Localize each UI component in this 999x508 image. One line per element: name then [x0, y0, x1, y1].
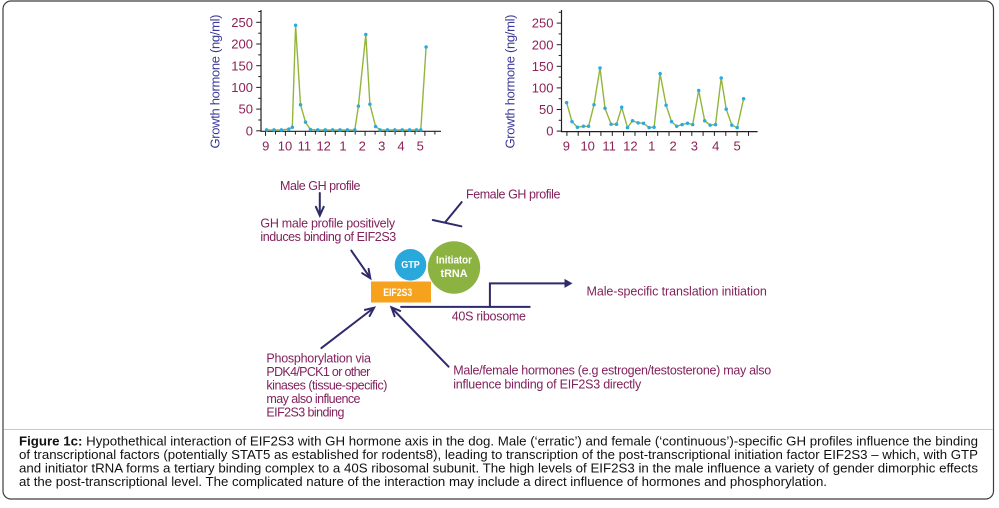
- svg-text:Initiator: Initiator: [436, 255, 473, 267]
- svg-text:1: 1: [648, 139, 655, 154]
- svg-text:0: 0: [246, 123, 253, 138]
- svg-text:10: 10: [580, 139, 594, 154]
- svg-text:100: 100: [532, 81, 554, 96]
- svg-text:influence binding of EIF2S3 di: influence binding of EIF2S3 directly: [453, 378, 642, 392]
- svg-text:Growth hormone (ng/ml): Growth hormone (ng/ml): [503, 15, 518, 149]
- svg-text:2: 2: [359, 139, 366, 154]
- svg-text:Male GH profile: Male GH profile: [280, 179, 361, 193]
- svg-text:12: 12: [316, 139, 330, 154]
- svg-text:and initiator tRNA forms a ter: and initiator tRNA forms a tertiary bind…: [19, 461, 979, 476]
- svg-text:Male-specific translation init: Male-specific translation initiation: [587, 285, 767, 299]
- svg-text:at the post-transcriptional le: at the post-transcriptional level. The c…: [19, 474, 827, 489]
- svg-text:250: 250: [231, 15, 253, 30]
- svg-text:kinases (tissue-specific): kinases (tissue-specific): [266, 378, 387, 392]
- svg-text:100: 100: [231, 80, 253, 95]
- svg-text:1: 1: [339, 139, 346, 154]
- svg-text:3: 3: [378, 139, 385, 154]
- svg-text:Growth hormone (ng/ml): Growth hormone (ng/ml): [208, 15, 223, 149]
- svg-text:PDK4/PCK1 or other: PDK4/PCK1 or other: [266, 365, 370, 379]
- svg-text:4: 4: [712, 139, 719, 154]
- svg-text:9: 9: [563, 139, 570, 154]
- svg-text:150: 150: [532, 59, 554, 74]
- svg-text:Female GH profile: Female GH profile: [466, 188, 560, 202]
- svg-text:may also influence: may also influence: [266, 392, 360, 406]
- svg-text:tRNA: tRNA: [441, 268, 468, 280]
- svg-text:induces binding of EIF2S3: induces binding of EIF2S3: [260, 230, 396, 244]
- svg-text:Male/female hormones (e.g estr: Male/female hormones (e.g estrogen/testo…: [453, 364, 771, 378]
- svg-text:EIF2S3: EIF2S3: [383, 287, 412, 299]
- svg-text:50: 50: [539, 102, 553, 117]
- svg-text:200: 200: [231, 37, 253, 52]
- svg-text:250: 250: [532, 16, 554, 31]
- svg-text:of transcriptional factors (po: of transcriptional factors (potentially …: [19, 447, 978, 462]
- svg-text:50: 50: [239, 102, 253, 117]
- svg-text:GH male profile positively: GH male profile positively: [260, 217, 395, 231]
- svg-text:150: 150: [231, 58, 253, 73]
- svg-text:5: 5: [417, 139, 424, 154]
- svg-text:4: 4: [397, 139, 404, 154]
- svg-text:11: 11: [298, 139, 312, 154]
- svg-text:3: 3: [691, 139, 698, 154]
- svg-text:11: 11: [602, 139, 616, 154]
- svg-text:5: 5: [733, 139, 740, 154]
- svg-text:2: 2: [669, 139, 676, 154]
- svg-text:10: 10: [278, 139, 292, 154]
- svg-text:40S ribosome: 40S ribosome: [452, 310, 526, 324]
- svg-text:0: 0: [546, 124, 553, 139]
- svg-text:12: 12: [623, 139, 637, 154]
- svg-text:200: 200: [532, 37, 554, 52]
- svg-text:9: 9: [262, 139, 269, 154]
- svg-text:Phosphorylation via: Phosphorylation via: [266, 351, 371, 365]
- svg-text:Figure 1c: Hypothethical inter: Figure 1c: Hypothethical interaction of …: [19, 434, 978, 449]
- svg-text:GTP: GTP: [401, 260, 420, 271]
- svg-text:EIF2S3 binding: EIF2S3 binding: [266, 405, 344, 419]
